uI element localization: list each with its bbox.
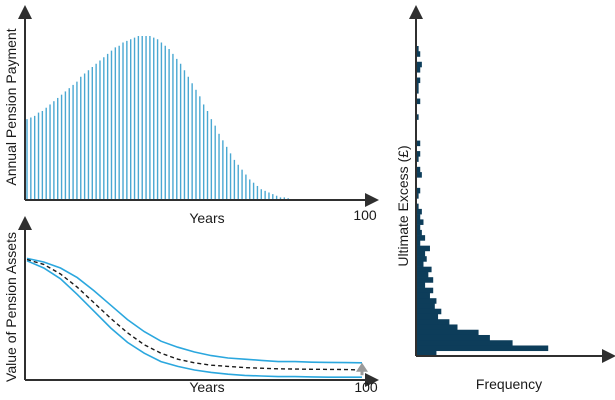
histogram-bar <box>417 345 549 352</box>
p3-x-axis-label: Frequency <box>476 376 542 392</box>
histogram-bar <box>417 67 421 73</box>
histogram-bar <box>417 140 421 147</box>
pension-assets-lines <box>26 257 368 379</box>
histogram-bar <box>417 282 426 288</box>
histogram-bar <box>417 308 442 315</box>
histogram-bar <box>417 271 429 278</box>
p3-y-axis-label: Ultimate Excess (£) <box>395 145 411 266</box>
histogram-bar <box>417 298 437 304</box>
histogram-bar <box>417 114 419 120</box>
histogram-bar <box>417 88 419 94</box>
p2-x-axis-label: Years <box>189 379 224 395</box>
p2-y-axis-label: Value of Pension Assets <box>3 232 19 382</box>
histogram-bar <box>417 256 427 262</box>
panel-ultimate-excess: Ultimate Excess (£) Frequency <box>395 5 615 392</box>
p2-x-tick-100: 100 <box>354 379 378 395</box>
histogram-bar <box>417 261 424 267</box>
histogram-bar <box>417 208 422 215</box>
histogram-bar <box>417 172 422 178</box>
histogram-bar <box>417 51 421 57</box>
histogram-bar <box>417 324 458 331</box>
histogram-bar <box>417 319 450 325</box>
histogram-bar <box>417 224 421 231</box>
histogram-bar <box>417 287 434 294</box>
histogram-bar <box>417 229 422 236</box>
histogram-bar <box>417 303 435 310</box>
histogram-bar <box>417 151 421 157</box>
series-line-upper <box>26 257 363 364</box>
histogram-bar <box>417 82 419 89</box>
histogram-bar <box>417 329 479 336</box>
histogram-bar <box>417 166 421 173</box>
p1-x-axis-label: Years <box>189 210 224 226</box>
p1-y-axis-label: Annual Pension Payment <box>3 28 19 185</box>
histogram-bar <box>417 77 421 84</box>
histogram-bar <box>417 187 421 194</box>
histogram-bar <box>417 46 419 52</box>
histogram-bar <box>417 214 421 220</box>
histogram-bar <box>417 350 437 357</box>
histogram-bar <box>417 98 421 105</box>
panel-pension-assets: Value of Pension Assets Years 100 <box>3 216 379 395</box>
histogram-bar <box>417 203 419 210</box>
series-line-lower <box>26 260 362 379</box>
p1-x-tick-100: 100 <box>353 207 377 223</box>
panel-pension-payment: Annual Pension Payment Years 100 <box>3 5 379 226</box>
histogram-bar <box>417 292 430 299</box>
histogram-bar <box>417 156 419 162</box>
histogram-bar <box>417 219 424 225</box>
histogram-bar <box>417 277 434 283</box>
histogram-bar <box>417 245 430 252</box>
series-line-median <box>26 258 363 371</box>
histogram-bar <box>417 193 419 199</box>
histogram-bar <box>417 235 426 241</box>
histogram-bar <box>417 340 513 346</box>
histogram-bar <box>417 240 421 246</box>
pension-payment-bars <box>26 36 289 199</box>
histogram-bar <box>417 334 490 341</box>
histogram-bar <box>417 250 426 257</box>
histogram-bar <box>417 266 432 273</box>
histogram-bar <box>417 313 439 320</box>
ultimate-excess-histogram <box>417 46 549 357</box>
histogram-bar <box>417 61 422 68</box>
asset-arrow-head <box>356 362 368 372</box>
